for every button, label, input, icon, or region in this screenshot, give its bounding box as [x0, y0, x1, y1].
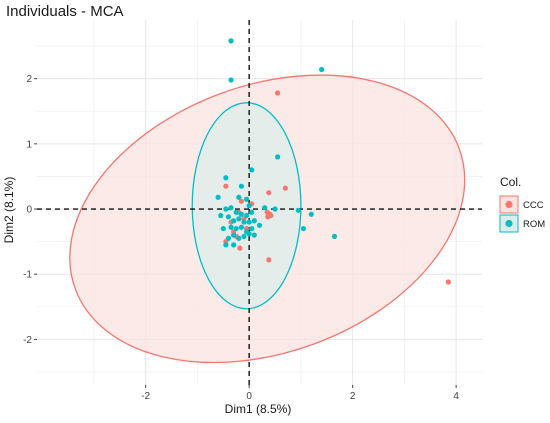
point-rom — [243, 212, 250, 219]
point-rom — [236, 194, 242, 200]
point-rom — [228, 224, 234, 230]
point-rom — [251, 218, 257, 224]
point-ccc — [265, 214, 271, 220]
point-rom — [225, 235, 232, 241]
point-rom — [223, 242, 229, 248]
chart-title: Individuals - MCA — [6, 3, 124, 20]
axes: -2 0 2 4 -2 -1 0 1 2 — [23, 74, 459, 402]
point-ccc — [266, 257, 272, 263]
point-rom — [223, 206, 229, 212]
point-rom — [218, 212, 224, 219]
point-rom — [228, 77, 234, 83]
point-rom — [231, 232, 237, 238]
point-rom — [331, 233, 338, 239]
x-axis-label: Dim1 (8.5%) — [225, 402, 292, 416]
x-tick-label: 0 — [246, 391, 252, 402]
point-rom — [262, 205, 268, 211]
y-tick-label: 0 — [26, 205, 32, 216]
point-rom — [243, 196, 250, 202]
point-rom — [249, 167, 255, 173]
point-rom — [256, 222, 263, 228]
legend-label-rom: ROM — [523, 219, 545, 230]
point-rom — [238, 211, 244, 217]
legend-title: Col. — [500, 175, 521, 189]
y-axis-label: Dim2 (8.1%) — [2, 177, 16, 244]
point-rom — [220, 225, 226, 232]
point-ccc — [282, 185, 288, 191]
legend: Col. CCC ROM — [499, 175, 545, 233]
point-rom — [215, 194, 221, 200]
x-tick-label: 4 — [453, 391, 459, 402]
point-ccc — [237, 245, 243, 251]
point-rom — [225, 214, 232, 220]
point-rom — [251, 232, 257, 238]
point-rom — [238, 183, 244, 189]
data-points — [215, 38, 451, 285]
reference-lines — [37, 20, 482, 385]
point-rom — [246, 231, 252, 237]
point-ccc — [238, 198, 244, 204]
point-ccc — [275, 90, 281, 96]
point-rom — [275, 154, 281, 160]
point-rom — [236, 216, 242, 222]
x-tick-label: 2 — [350, 391, 356, 402]
legend-marker-ccc — [505, 200, 513, 209]
point-ccc — [266, 190, 272, 196]
point-rom — [272, 206, 278, 212]
point-rom — [295, 207, 301, 213]
point-rom — [249, 225, 255, 232]
x-tick-label: -2 — [141, 391, 150, 402]
y-tick-label: 2 — [26, 74, 32, 85]
point-rom — [318, 66, 325, 73]
point-rom — [223, 175, 229, 181]
point-rom — [249, 209, 255, 215]
point-rom — [241, 233, 247, 239]
point-ccc — [223, 183, 229, 189]
point-rom — [246, 219, 252, 225]
point-rom — [231, 242, 237, 248]
point-rom — [308, 211, 314, 217]
point-rom — [231, 218, 237, 224]
legend-marker-rom — [505, 219, 513, 228]
y-tick-label: 1 — [26, 139, 32, 150]
y-tick-label: -1 — [23, 270, 32, 281]
point-rom — [228, 38, 234, 44]
point-rom — [233, 209, 239, 215]
point-rom — [300, 225, 307, 232]
point-rom — [228, 205, 234, 211]
point-ccc — [445, 279, 451, 285]
point-rom — [241, 219, 247, 225]
legend-label-ccc: CCC — [523, 200, 544, 211]
point-rom — [238, 224, 244, 230]
point-rom — [233, 225, 239, 232]
point-rom — [236, 235, 242, 241]
point-rom — [246, 203, 252, 209]
y-tick-label: -2 — [23, 335, 32, 346]
